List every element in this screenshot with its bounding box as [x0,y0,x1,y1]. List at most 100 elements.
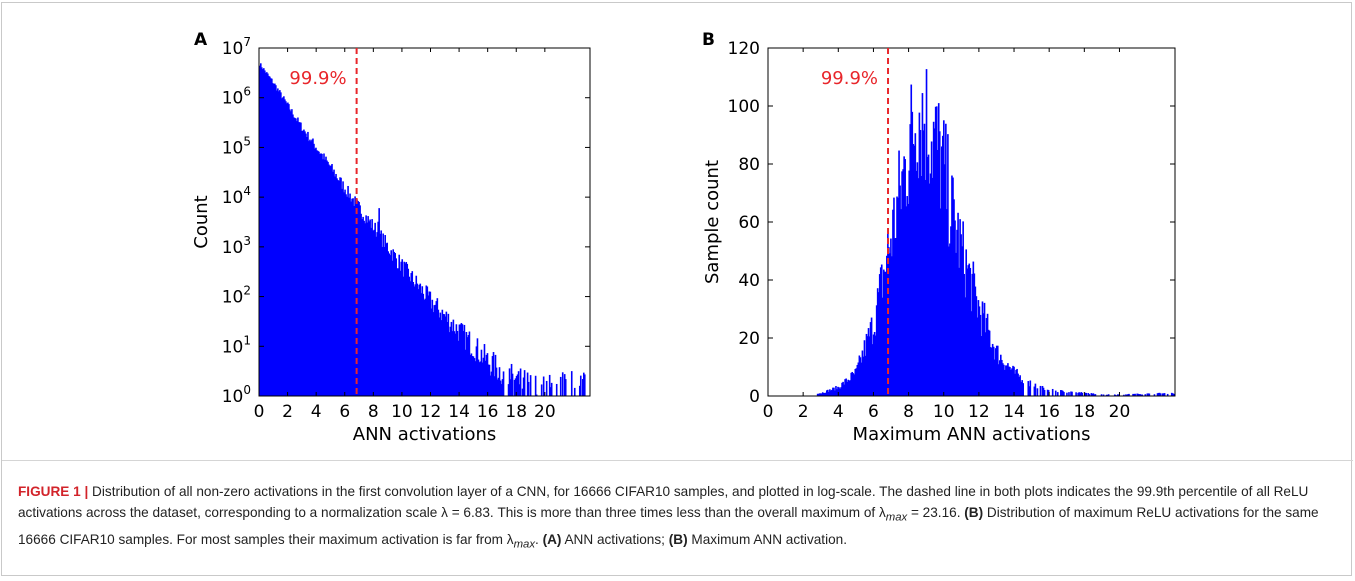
histogram-bar [362,216,364,396]
histogram-bar [899,185,901,396]
histogram-bar [410,273,413,396]
histogram-bar [1092,393,1095,396]
x-tick-label: 2 [282,402,293,422]
histogram-bar [460,323,463,396]
histogram-bar [507,384,510,396]
x-tick-label: 10 [933,402,955,422]
histogram-bar [578,385,581,396]
x-tick-label: 0 [763,402,774,422]
histogram-bar [959,219,961,396]
histogram-bar [900,209,902,396]
histogram-bar [879,267,882,396]
histogram-bar [263,68,265,396]
histogram-bar [342,181,344,396]
histogram-bar [358,201,360,396]
histogram-bar [293,117,295,397]
histogram-bar [1141,394,1144,396]
histogram-bar [986,313,989,396]
histogram-bar [829,389,831,396]
histogram-bar [353,205,355,396]
histogram-bar [334,176,336,396]
histogram-bar [414,284,417,396]
caption-text-5: ANN activations; [561,531,669,547]
histogram-bar [389,255,391,396]
y-tick-label: 105 [222,134,251,158]
histogram-bar [938,131,941,397]
histogram-bar [330,165,332,396]
histogram-bar [456,330,459,396]
histogram-bar [1005,365,1007,396]
histogram-bar [843,384,845,396]
histogram-bar [860,362,863,396]
histogram-bar [982,313,985,396]
histogram-bar [904,159,906,396]
histogram-bar [492,352,495,396]
histogram-bar [1022,383,1024,396]
histogram-bar [1063,391,1065,396]
histogram-bar [984,332,987,396]
histogram-bar [397,268,400,396]
histogram-bar [960,234,962,396]
histogram-bar [289,109,291,397]
histogram-bar [445,311,448,396]
histogram-bar [341,188,343,396]
histogram-bar [865,333,868,396]
x-tick-label: 20 [534,402,556,422]
histogram-bar [1106,394,1109,396]
y-axis-label: Count [191,195,212,248]
histogram-bar [866,336,869,396]
histogram-bar [434,304,437,396]
histogram-bar [907,203,910,396]
histogram-bar [340,177,342,396]
histogram-bar [1166,393,1169,396]
histogram-bar [870,317,873,396]
histogram-bar [876,288,879,396]
histogram-bar [406,263,409,396]
histogram-bar [430,308,433,396]
histogram-bar [923,123,926,396]
histogram-bar [846,381,848,396]
histogram-bar [413,286,416,396]
histogram-bar [826,390,828,396]
histogram-bar [278,91,280,397]
histogram-bar [936,149,939,396]
panel-letter: B [702,30,715,50]
histogram-bar [877,292,880,396]
histogram-bar [517,371,520,396]
histogram-bar [961,246,963,396]
histogram-bar [886,255,888,396]
histogram-bar [480,349,483,396]
histogram-bar [487,364,490,396]
histogram-bar [535,394,538,396]
histogram-bar [372,230,374,396]
histogram-bar [922,130,925,396]
histogram-bar [912,144,915,396]
histogram-bar [288,104,290,396]
histogram-bar [1079,393,1081,396]
histogram-bar [1054,390,1057,396]
histogram-bar [933,128,936,396]
histogram-bar [509,379,512,396]
histogram-bar [465,331,468,396]
histogram-bar [526,372,529,396]
histogram-bar [965,249,968,396]
histogram-bar [997,364,1000,396]
histogram-bar [304,131,306,396]
histogram-bar [993,359,996,396]
histogram-bar [301,130,303,396]
x-tick-label: 8 [368,402,379,422]
histogram-bar [275,85,277,396]
plot-frame [258,47,591,397]
histogram-bar [404,263,407,396]
histogram-bar [1056,392,1059,396]
histogram-bar [885,271,887,396]
histogram-bar [916,162,919,396]
caption-text-3: Distribution of maximum ReLU activations… [18,505,1319,547]
x-tick-label: 20 [1109,402,1131,422]
histogram-bar [274,83,276,396]
histogram-bar [970,311,973,396]
histogram-bar [481,362,484,396]
histogram-bar [845,378,847,396]
x-tick-label: 18 [505,402,527,422]
y-tick-label: 100 [728,97,760,117]
